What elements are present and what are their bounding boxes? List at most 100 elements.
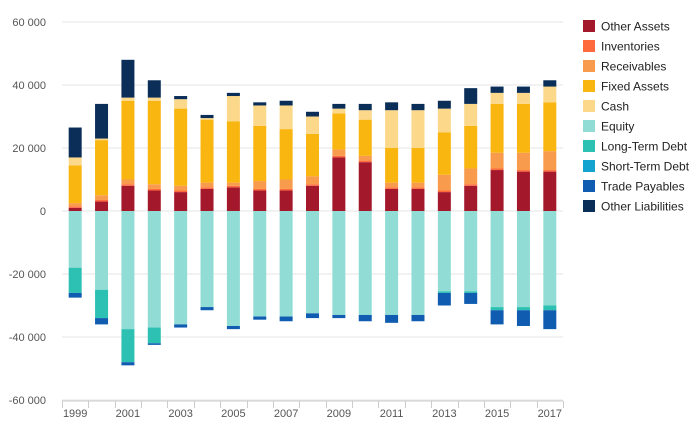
bar-segment (385, 148, 399, 183)
bar-segment (121, 59, 135, 98)
bar-segment (543, 171, 557, 211)
bar-segment (226, 182, 240, 186)
bar-segment (95, 140, 109, 196)
bar-segment (306, 116, 319, 134)
bar-segment (200, 119, 214, 183)
bar-segment (253, 102, 267, 106)
bar-segment (147, 100, 161, 185)
legend-label: Long-Term Debt (601, 140, 688, 154)
bar-segment (306, 211, 319, 314)
legend-swatch (583, 20, 595, 32)
bar-segment (358, 211, 372, 315)
bar-segment (200, 114, 214, 119)
legend-swatch (583, 200, 595, 212)
bar-segment (437, 211, 451, 292)
bar-segment (95, 195, 109, 200)
bar-segment (490, 307, 504, 311)
bar-segment (306, 185, 319, 211)
bar-segment (279, 316, 293, 322)
bar-segment (306, 184, 319, 186)
legend-label: Receivables (601, 60, 666, 74)
bar-segment (68, 203, 82, 207)
bar-segment (147, 211, 161, 328)
bar-segment (147, 184, 161, 189)
bar-segment (253, 190, 267, 211)
bar-segment (358, 314, 372, 322)
bar-segment (411, 314, 425, 322)
bar-segment (121, 211, 135, 330)
x-tick-label: 2011 (380, 408, 404, 420)
y-tick-label: 60 000 (12, 17, 46, 29)
y-tick-label: -60 000 (9, 395, 46, 407)
bar-segment (200, 188, 214, 211)
bar-segment (306, 313, 319, 319)
x-tick-label: 2003 (168, 408, 192, 420)
bar-segment (68, 211, 82, 268)
bar-segment (543, 151, 557, 171)
bar-segment (174, 96, 188, 100)
bar-segment (68, 207, 82, 211)
y-tick-label: -40 000 (9, 332, 46, 344)
x-tick-label: 2009 (327, 408, 351, 420)
bar-segment (437, 192, 451, 211)
x-tick-label: 2017 (538, 408, 562, 420)
bar-segment (174, 324, 188, 328)
bar-segment (147, 327, 161, 344)
bar-segment (200, 118, 214, 120)
bar-segment (279, 188, 293, 191)
bar-segment (437, 292, 451, 306)
bar-segment (464, 291, 478, 293)
bar-segment (121, 100, 135, 180)
bars (68, 59, 557, 366)
bar-segment (358, 155, 372, 161)
bar-segment (543, 102, 557, 152)
bar-segment (279, 105, 293, 130)
bar-segment (411, 103, 425, 111)
bar-segment (253, 105, 267, 126)
bar-segment (516, 170, 530, 172)
bar-segment (385, 102, 399, 111)
bar-segment (516, 103, 530, 153)
bar-segment (174, 211, 188, 325)
bar-segment (385, 188, 399, 211)
legend-swatch (583, 180, 595, 192)
bar-segment (68, 206, 82, 208)
y-tick-label: 40 000 (12, 80, 46, 92)
bar-segment (279, 179, 293, 189)
bar-segment (437, 174, 451, 191)
legend-swatch (583, 100, 595, 112)
bar-segment (516, 307, 530, 311)
legend-swatch (583, 160, 595, 172)
bar-segment (437, 100, 451, 109)
bar-segment (543, 305, 557, 311)
x-tick-label: 2001 (116, 408, 140, 420)
bar-segment (437, 190, 451, 193)
bar-segment (279, 129, 293, 180)
bar-segment (332, 314, 346, 319)
bar-segment (226, 96, 240, 122)
bar-segment (174, 185, 188, 191)
bar-segment (437, 132, 451, 175)
bar-segment (95, 199, 109, 202)
bar-segment (490, 170, 504, 211)
legend: Other Assets Inventories Receivables Fixed … (583, 20, 690, 214)
bar-segment (516, 310, 530, 326)
bar-segment (95, 103, 109, 139)
bar-segment (95, 201, 109, 211)
bar-segment (385, 314, 399, 323)
bar-segment (358, 162, 372, 211)
bar-segment (95, 318, 109, 325)
bar-segment (253, 211, 267, 317)
legend-label: Cash (601, 100, 629, 114)
bar-segment (95, 211, 109, 290)
bar-segment (464, 103, 478, 126)
bar-segment (464, 184, 478, 186)
bar-segment (437, 291, 451, 293)
legend-swatch (583, 120, 595, 132)
bar-segment (68, 292, 82, 298)
bar-segment (147, 343, 161, 345)
bar-segment (543, 170, 557, 172)
bar-segment (279, 190, 293, 211)
bar-segment (358, 110, 372, 120)
